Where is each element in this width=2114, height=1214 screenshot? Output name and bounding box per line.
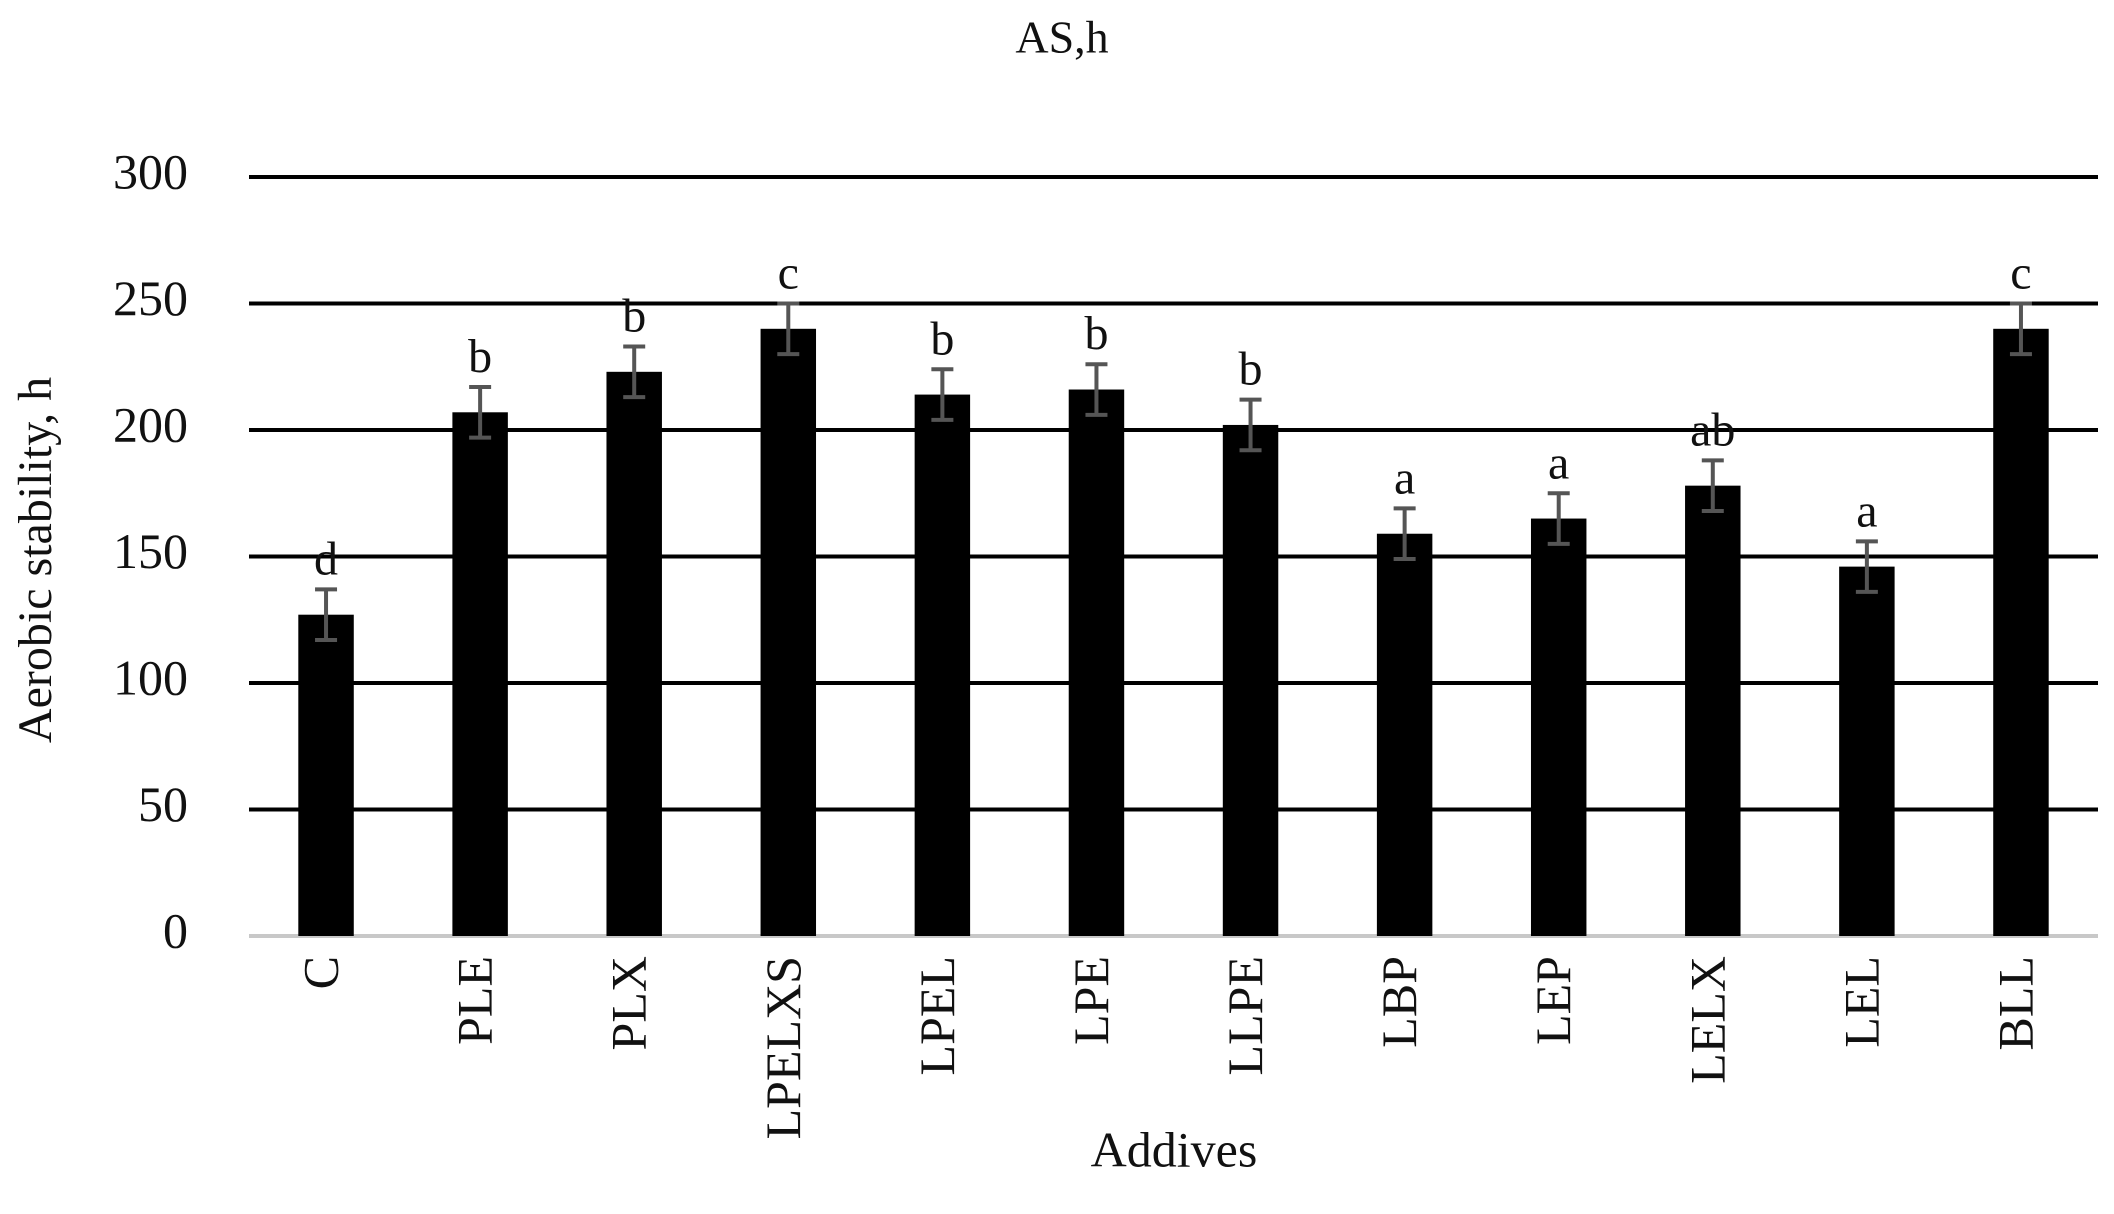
x-tick-label: LELX bbox=[1679, 956, 1735, 1084]
error-bar bbox=[315, 587, 338, 642]
bar bbox=[1839, 566, 1895, 936]
bar bbox=[452, 412, 508, 936]
bar bbox=[914, 394, 971, 937]
error-bar bbox=[1239, 397, 1262, 453]
error-bar bbox=[469, 384, 492, 440]
error-bar bbox=[1855, 539, 1878, 594]
significance-letter: b bbox=[622, 290, 646, 343]
x-tick-label: LEP bbox=[1525, 956, 1581, 1045]
y-axis-title: Aerobic stability, h bbox=[9, 377, 62, 743]
y-tick-label: 0 bbox=[163, 902, 188, 958]
significance-letter: c bbox=[778, 247, 799, 300]
bar bbox=[606, 371, 662, 936]
y-tick-label: 50 bbox=[138, 776, 188, 832]
y-tick-label: 100 bbox=[113, 649, 188, 705]
error-bar bbox=[777, 301, 800, 357]
x-tick-label: LPE bbox=[1063, 956, 1119, 1045]
y-tick-label: 250 bbox=[113, 270, 188, 326]
significance-letter: c bbox=[2010, 247, 2031, 300]
error-bar bbox=[623, 344, 646, 400]
x-tick-label: BLL bbox=[1987, 956, 2043, 1050]
significance-letter: a bbox=[1856, 484, 1877, 537]
x-tick-label: PLE bbox=[447, 956, 503, 1045]
error-bar bbox=[1393, 506, 1416, 562]
significance-letter: b bbox=[930, 312, 954, 365]
significance-letter: ab bbox=[1690, 403, 1735, 456]
significance-letter: d bbox=[314, 532, 338, 585]
significance-letter: b bbox=[1084, 307, 1108, 360]
x-tick-label: LPELXS bbox=[755, 956, 811, 1139]
x-tick-label: LBP bbox=[1371, 956, 1427, 1048]
x-tick-label: LEL bbox=[1833, 956, 1889, 1048]
significance-letter: a bbox=[1548, 436, 1569, 489]
x-tick-label: C bbox=[293, 956, 349, 989]
chart-title: AS,h bbox=[1015, 12, 1108, 63]
error-bar bbox=[931, 367, 954, 422]
bar bbox=[1530, 518, 1587, 936]
bar bbox=[1993, 328, 2049, 936]
x-axis-title: Addives bbox=[1091, 1121, 1258, 1177]
error-bar bbox=[1701, 458, 1724, 513]
x-tick-label: PLX bbox=[601, 956, 657, 1050]
error-bar bbox=[2009, 301, 2032, 357]
bar bbox=[760, 328, 817, 936]
significance-letter: b bbox=[1239, 343, 1263, 396]
y-tick-label: 150 bbox=[113, 523, 188, 579]
bar bbox=[1376, 533, 1433, 936]
x-tick-label: LPEL bbox=[909, 956, 965, 1075]
bar bbox=[1068, 389, 1125, 936]
significance-letter: b bbox=[468, 330, 492, 383]
bar bbox=[1685, 485, 1741, 936]
y-tick-label: 200 bbox=[113, 396, 188, 452]
bar bbox=[298, 614, 354, 936]
y-tick-label: 300 bbox=[113, 143, 188, 199]
significance-letter: a bbox=[1394, 451, 1415, 504]
bar bbox=[1222, 424, 1279, 936]
x-tick-label: LLPE bbox=[1217, 956, 1273, 1075]
error-bar bbox=[1085, 362, 1108, 417]
error-bar bbox=[1547, 491, 1570, 546]
